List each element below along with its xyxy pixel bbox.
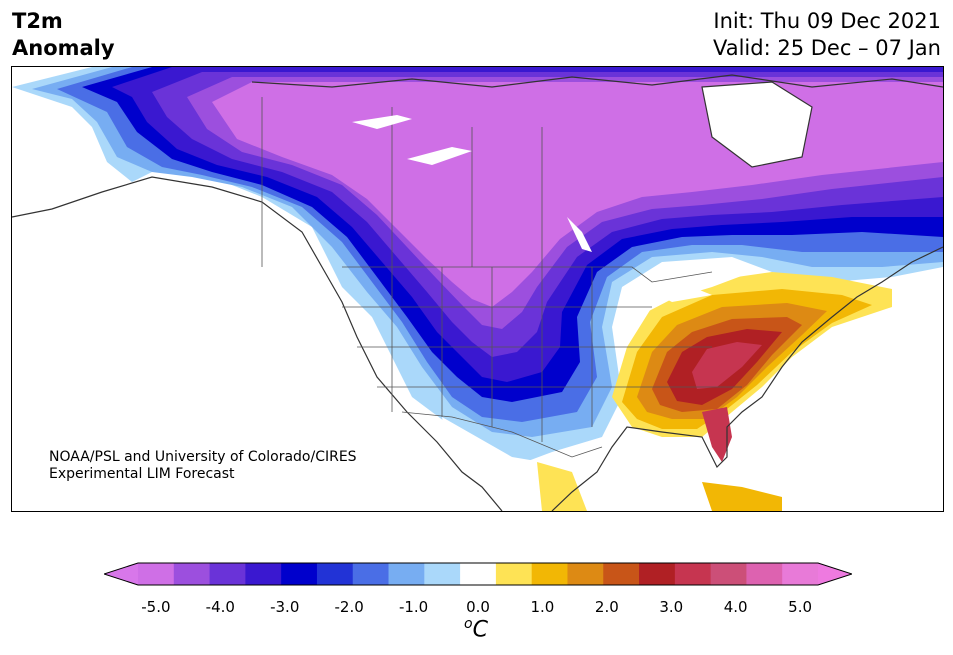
anomaly-map (11, 66, 944, 512)
colorbar-tick-label: -5.0 (141, 598, 171, 616)
field-warm-florida (702, 407, 732, 462)
colorbar-tick-label: 5.0 (788, 598, 813, 616)
border-us-mexico (401, 411, 603, 458)
field-hudson-bay (702, 82, 812, 167)
colorbar-segment (639, 563, 676, 585)
map-title: T2m Anomaly (12, 8, 115, 62)
colorbar-outline (104, 562, 852, 586)
lake-great-bear (352, 115, 412, 129)
colorbar (104, 562, 852, 586)
anomaly-field (12, 67, 943, 511)
field-cuba-gold (702, 482, 782, 511)
colorbar-tick-label: 4.0 (723, 598, 748, 616)
coastline-east (551, 246, 943, 511)
init-date: Init: Thu 09 Dec 2021 (713, 9, 941, 33)
lake-superior (652, 287, 712, 302)
credit-line-1: NOAA/PSL and University of Colorado/CIRE… (49, 449, 357, 465)
field-neutral-mexico (442, 417, 632, 511)
field-pacific (12, 197, 452, 511)
title-line-1: T2m (12, 9, 63, 33)
field-warm-crimson (692, 342, 762, 389)
border-canada-us (342, 266, 713, 283)
colorbar-segment (531, 563, 568, 585)
forecast-credit: NOAA/PSL and University of Colorado/CIRE… (49, 449, 357, 483)
colorbar-under-extend (104, 563, 138, 585)
colorbar-segment (388, 563, 425, 585)
colorbar-segment (173, 563, 211, 585)
lake-winnipeg (567, 217, 592, 252)
colorbar-segment (746, 563, 783, 585)
colorbar-segment (138, 563, 175, 585)
colorbar-segment (603, 563, 640, 585)
colorbar-tick-label: -1.0 (398, 598, 429, 616)
colorbar-tick-label: 2.0 (594, 598, 619, 616)
title-line-2: Anomaly (12, 36, 115, 60)
valid-range: Valid: 25 Dec – 07 Jan (712, 36, 941, 60)
coastlines (12, 74, 943, 511)
colorbar-tick-label: -4.0 (205, 598, 235, 616)
state-borders (261, 97, 742, 458)
colorbar-segment (674, 563, 712, 585)
map-canvas (12, 67, 943, 511)
coastline-west (12, 176, 503, 511)
lake-great-slave (407, 147, 472, 165)
colorbar-segment (424, 563, 461, 585)
colorbar-over-extend (818, 563, 852, 585)
colorbar-segment (495, 563, 533, 585)
colorbar-segment (316, 563, 354, 585)
colorbar-tick-label: -2.0 (334, 598, 364, 616)
colorbar-tick-label: 1.0 (530, 598, 555, 616)
colorbar-segment (281, 563, 318, 585)
colorbar-tick-label: -3.0 (270, 598, 300, 616)
colorbar-segment (245, 563, 282, 585)
coastline-arctic (251, 74, 943, 88)
field-mexico-yellow (537, 462, 587, 511)
lakes (352, 115, 712, 302)
colorbar-unit: oC (464, 616, 488, 642)
credit-line-2: Experimental LIM Forecast (49, 466, 235, 482)
colorbar-tick-label: 0.0 (466, 598, 490, 616)
colorbar-segment (352, 563, 390, 585)
forecast-dates: Init: Thu 09 Dec 2021 Valid: 25 Dec – 07… (713, 8, 941, 62)
unit-symbol: C (472, 617, 488, 643)
colorbar-segment (567, 563, 604, 585)
unit-degree: o (464, 616, 473, 632)
colorbar-tick-label: 3.0 (659, 598, 684, 616)
colorbar-segment (782, 563, 819, 585)
coastline-hudson (701, 81, 813, 168)
colorbar-ticks: -5.0 -4.0 -3.0 -2.0 -1.0 0.0 1.0 2.0 3.0 4.0 5.0 (0, 598, 953, 618)
colorbar-segment (460, 563, 497, 585)
colorbar-segment (710, 563, 747, 585)
colorbar-segment (209, 563, 246, 585)
